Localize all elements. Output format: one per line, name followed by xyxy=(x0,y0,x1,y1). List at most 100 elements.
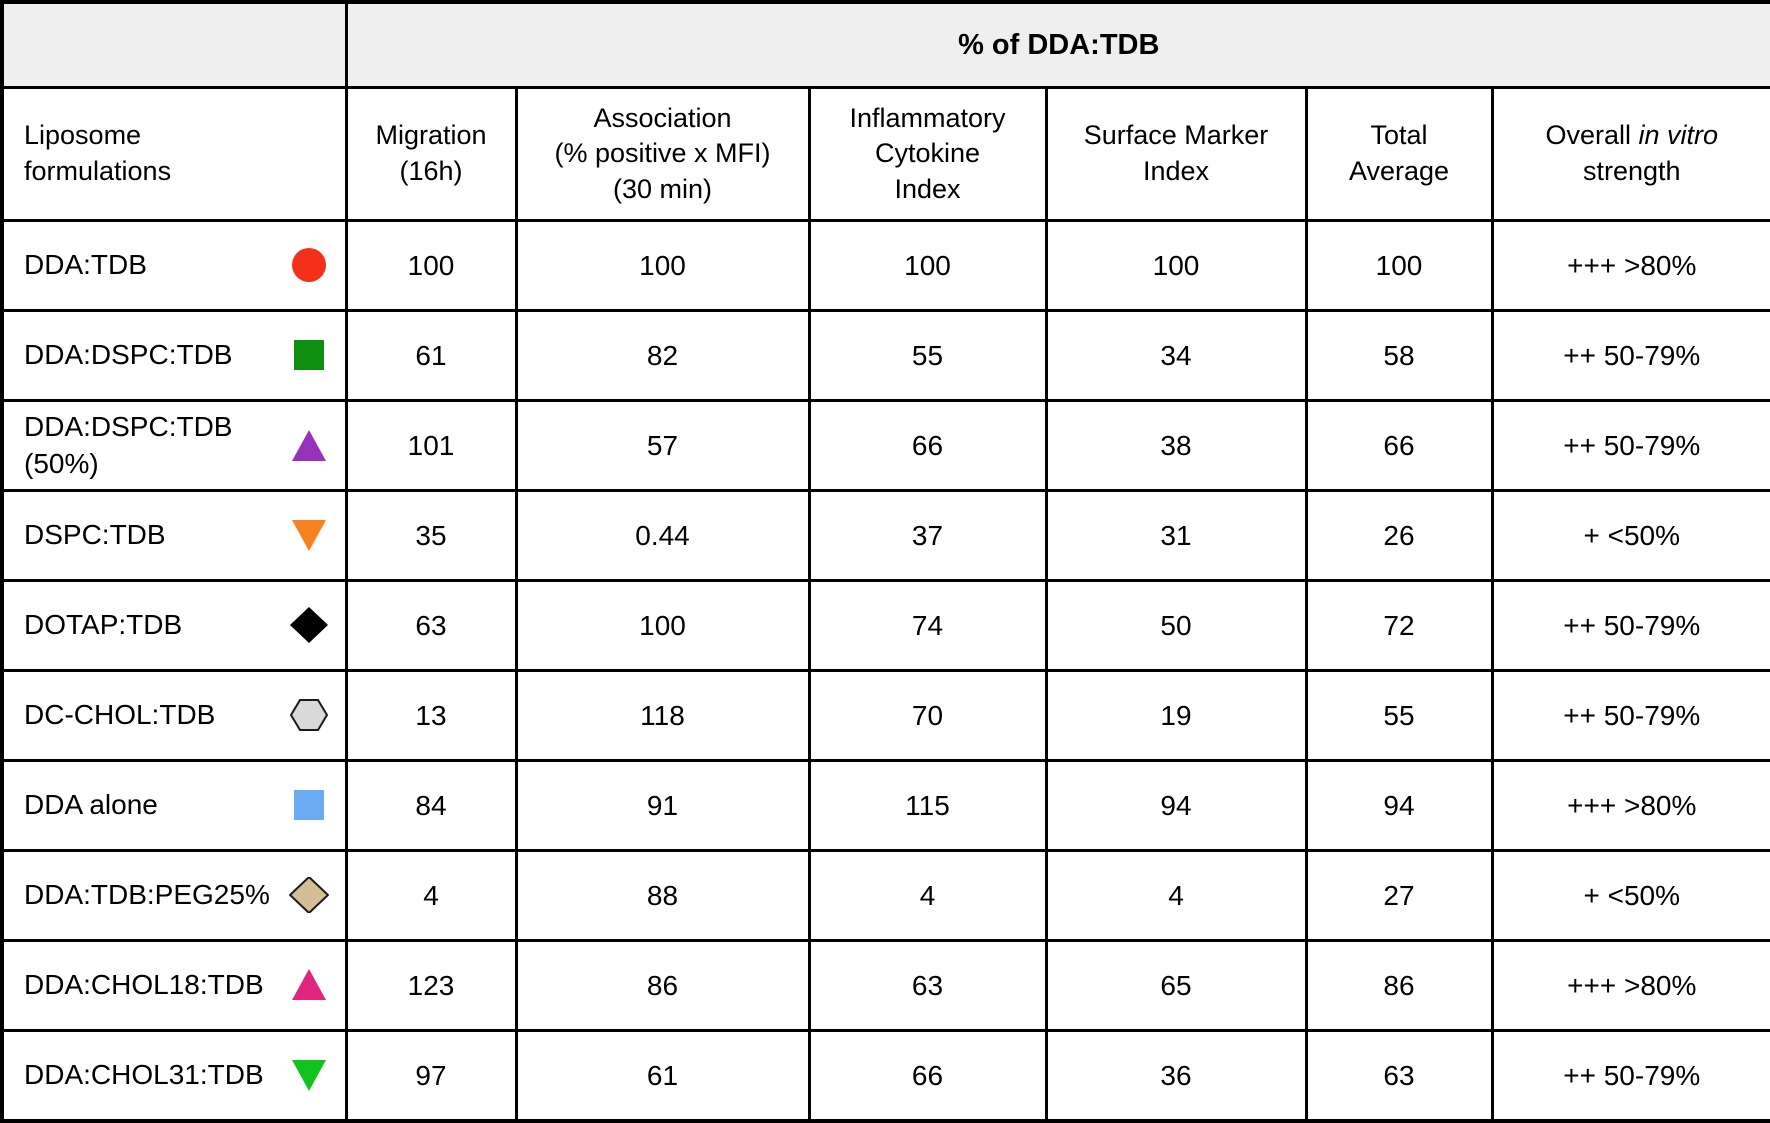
cell-overall-strength: + <50% xyxy=(1490,849,1770,942)
table-row: DDA:TDB 100 100 100 100 100 +++ >80% xyxy=(0,219,1770,312)
cell-formulation: DDA:TDB xyxy=(0,219,348,312)
cell-cytokine: 4 xyxy=(807,849,1048,942)
cell-migration: 97 xyxy=(344,1029,518,1123)
cell-cytokine: 66 xyxy=(807,1029,1048,1123)
cell-migration: 4 xyxy=(344,849,518,942)
cell-total: 94 xyxy=(1304,759,1494,852)
row-label: DDA:TDB xyxy=(24,249,147,281)
cell-association: 57 xyxy=(514,399,811,492)
cell-total: 27 xyxy=(1304,849,1494,942)
cell-cytokine: 63 xyxy=(807,939,1048,1032)
col-header-surface: Surface Marker Index xyxy=(1044,86,1308,222)
formulation-wrap: DDA:TDB:PEG25% xyxy=(5,877,343,914)
cell-surface: 38 xyxy=(1044,399,1308,492)
col-header-cytokine: Inflammatory Cytokine Index xyxy=(807,86,1048,222)
cell-formulation: DC-CHOL:TDB xyxy=(0,669,348,762)
marker-circle-icon xyxy=(289,247,329,283)
formulation-wrap: DDA:TDB xyxy=(5,247,343,283)
cell-surface: 50 xyxy=(1044,579,1308,672)
col-header-total: Total Average xyxy=(1304,86,1494,222)
marker-diamond-icon xyxy=(289,607,329,644)
cell-overall-strength: + <50% xyxy=(1490,489,1770,582)
formulation-wrap: DOTAP:TDB xyxy=(5,607,343,644)
col-header-association: Association (% positive x MFI) (30 min) xyxy=(514,86,811,222)
cell-overall-strength: ++ 50-79% xyxy=(1490,309,1770,402)
col-header-overall: Overall in vitro strength xyxy=(1490,86,1770,222)
row-label: DDA:TDB:PEG25% xyxy=(24,879,270,911)
table-row: DC-CHOL:TDB 13 118 70 19 55 ++ 50-79% xyxy=(0,669,1770,762)
cell-association: 0.44 xyxy=(514,489,811,582)
cell-formulation: DSPC:TDB xyxy=(0,489,348,582)
cell-overall-strength: ++ 50-79% xyxy=(1490,669,1770,762)
cell-overall-strength: ++ 50-79% xyxy=(1490,1029,1770,1123)
cell-association: 88 xyxy=(514,849,811,942)
overall-prefix: Overall xyxy=(1545,120,1631,151)
marker-square-icon xyxy=(289,787,329,823)
table-row: DOTAP:TDB 63 100 74 50 72 ++ 50-79% xyxy=(0,579,1770,672)
cell-migration: 101 xyxy=(344,399,518,492)
column-header-row: Liposome formulations Migration (16h) As… xyxy=(0,86,1770,222)
table-row: DDA alone 84 91 115 94 94 +++ >80% xyxy=(0,759,1770,852)
row-label: DDA alone xyxy=(24,789,158,821)
cell-migration: 61 xyxy=(344,309,518,402)
marker-triangle-up-icon xyxy=(289,967,329,1003)
cell-migration: 84 xyxy=(344,759,518,852)
marker-square-icon xyxy=(289,337,329,373)
table-body: DDA:TDB 100 100 100 100 100 +++ >80% DDA:DSPC:T… xyxy=(0,219,1770,1123)
cell-migration: 123 xyxy=(344,939,518,1032)
row-label: DC-CHOL:TDB xyxy=(24,699,216,731)
marker-triangle-down-icon xyxy=(289,1057,329,1093)
spanner-header-row: % of DDA:TDB xyxy=(0,0,1770,89)
table-row: DDA:CHOL31:TDB 97 61 66 36 63 ++ 50-79% xyxy=(0,1029,1770,1123)
formulation-wrap: DDA:CHOL31:TDB xyxy=(5,1057,343,1093)
cell-formulation: DDA:DSPC:TDB xyxy=(0,309,348,402)
cell-total: 58 xyxy=(1304,309,1494,402)
table-row: DDA:TDB:PEG25% 4 88 4 4 27 + <50% xyxy=(0,849,1770,942)
cell-association: 61 xyxy=(514,1029,811,1123)
row-label: DDA:CHOL31:TDB xyxy=(24,1059,264,1091)
marker-triangle-down-icon xyxy=(289,517,329,553)
cell-surface: 65 xyxy=(1044,939,1308,1032)
cell-surface: 100 xyxy=(1044,219,1308,312)
cell-cytokine: 66 xyxy=(807,399,1048,492)
col-header-migration: Migration (16h) xyxy=(344,86,518,222)
row-label: DDA:CHOL18:TDB xyxy=(24,969,264,1001)
cell-surface: 19 xyxy=(1044,669,1308,762)
cell-surface: 94 xyxy=(1044,759,1308,852)
cell-overall-strength: ++ 50-79% xyxy=(1490,579,1770,672)
cell-overall-strength: +++ >80% xyxy=(1490,939,1770,1032)
cell-surface: 34 xyxy=(1044,309,1308,402)
cell-overall-strength: +++ >80% xyxy=(1490,759,1770,852)
cell-formulation: DDA:TDB:PEG25% xyxy=(0,849,348,942)
row-label: DDA:DSPC:TDB (50%) xyxy=(24,411,233,479)
formulation-wrap: DDA:DSPC:TDB (50%) xyxy=(5,409,343,482)
row-label: DDA:DSPC:TDB xyxy=(24,339,233,371)
cell-total: 55 xyxy=(1304,669,1494,762)
cell-total: 86 xyxy=(1304,939,1494,1032)
cell-formulation: DOTAP:TDB xyxy=(0,579,348,672)
marker-hexagon-icon xyxy=(289,697,329,733)
formulation-wrap: DDA:CHOL18:TDB xyxy=(5,967,343,1003)
corner-empty-cell xyxy=(0,0,348,89)
marker-triangle-up-icon xyxy=(289,428,329,464)
cell-total: 63 xyxy=(1304,1029,1494,1123)
cell-migration: 100 xyxy=(344,219,518,312)
cell-migration: 63 xyxy=(344,579,518,672)
cell-cytokine: 55 xyxy=(807,309,1048,402)
cell-formulation: DDA:CHOL31:TDB xyxy=(0,1029,348,1123)
cell-overall-strength: +++ >80% xyxy=(1490,219,1770,312)
cell-total: 100 xyxy=(1304,219,1494,312)
spanner-header: % of DDA:TDB xyxy=(344,0,1770,89)
row-label: DSPC:TDB xyxy=(24,519,166,551)
cell-cytokine: 115 xyxy=(807,759,1048,852)
cell-total: 66 xyxy=(1304,399,1494,492)
cell-association: 100 xyxy=(514,219,811,312)
cell-association: 86 xyxy=(514,939,811,1032)
cell-formulation: DDA:CHOL18:TDB xyxy=(0,939,348,1032)
formulation-wrap: DDA alone xyxy=(5,787,343,823)
cell-association: 118 xyxy=(514,669,811,762)
cell-association: 100 xyxy=(514,579,811,672)
cell-cytokine: 70 xyxy=(807,669,1048,762)
table-row: DDA:DSPC:TDB 61 82 55 34 58 ++ 50-79% xyxy=(0,309,1770,402)
